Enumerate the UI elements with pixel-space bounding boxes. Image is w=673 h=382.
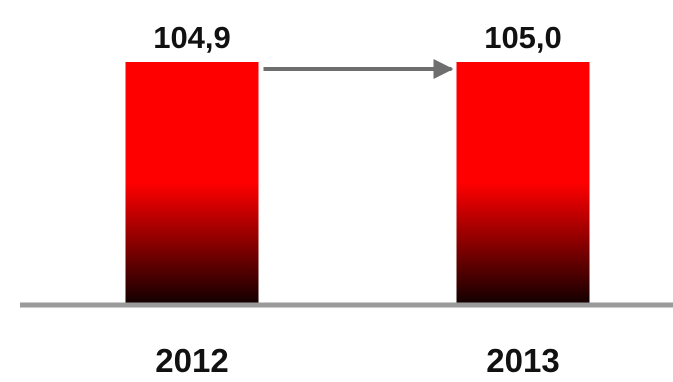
value-labels-group: 104,9 105,0 <box>153 20 562 55</box>
category-label-2013: 2013 <box>486 342 559 379</box>
bar-2013 <box>456 62 590 303</box>
value-label-2013: 105,0 <box>484 20 562 55</box>
bar-2012 <box>125 62 259 303</box>
category-labels-group: 2012 2013 <box>155 342 559 379</box>
value-label-2012: 104,9 <box>153 20 231 55</box>
category-label-2012: 2012 <box>155 342 228 379</box>
bars-group <box>125 62 590 303</box>
